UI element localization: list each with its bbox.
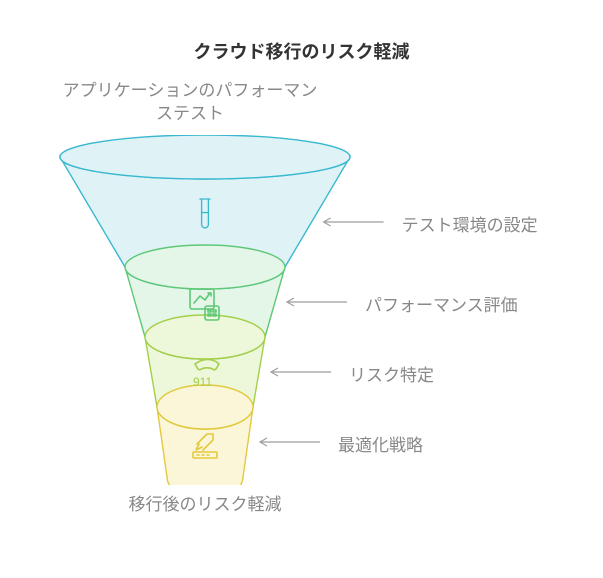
funnel-arrow (271, 368, 331, 376)
diagram-root: { "type": "funnel", "title": "クラウド移行のリスク… (0, 0, 603, 578)
funnel-arrow (260, 438, 320, 446)
funnel-bottom-label: 移行後のリスク軽減 (95, 490, 315, 515)
funnel-arrow (287, 298, 347, 306)
funnel-arrow (324, 218, 384, 226)
funnel-segment-label: テスト環境の設定 (402, 211, 538, 236)
funnel-segment-label: リスク特定 (349, 361, 434, 386)
funnel-segment-label: 最適化戦略 (338, 431, 423, 456)
funnel-segment-label: パフォーマンス評価 (365, 291, 518, 316)
